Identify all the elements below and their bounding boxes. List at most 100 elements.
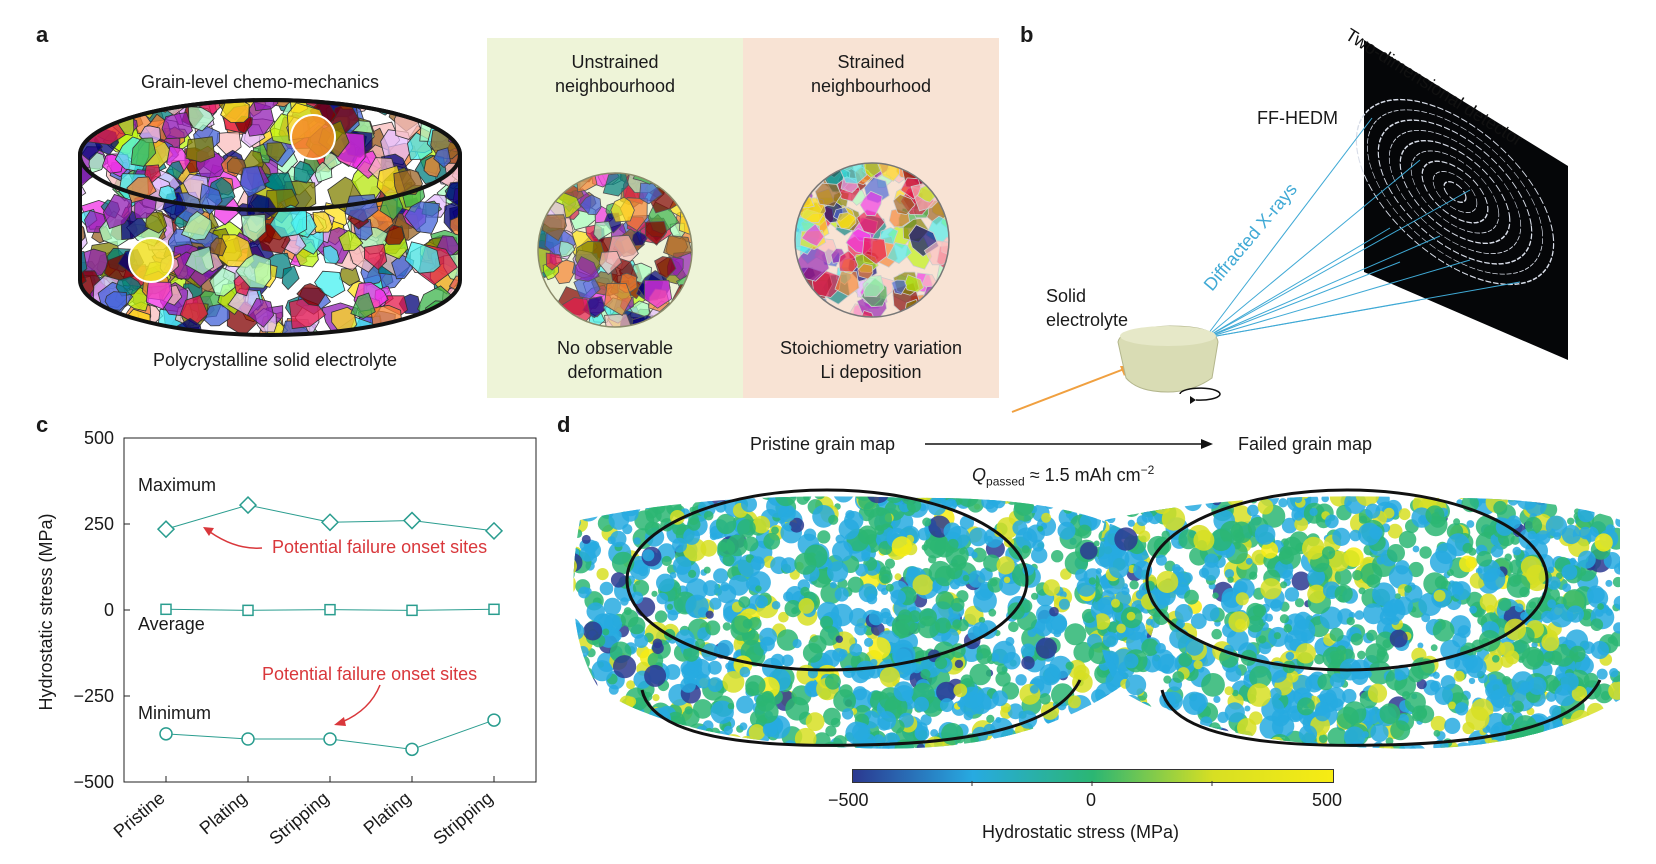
grain-dot (828, 514, 839, 525)
grain-dot (1094, 480, 1106, 487)
grain-dot (1556, 572, 1563, 580)
grain-dot (573, 496, 581, 497)
grain-dot (1443, 480, 1464, 495)
grain-dot (1077, 524, 1092, 539)
grain-dot (1608, 681, 1620, 700)
grain-polygon (543, 312, 568, 327)
grain-dot (1490, 688, 1511, 709)
grain-polygon (538, 298, 549, 316)
grain-dot (1430, 644, 1438, 652)
grain-dot (604, 496, 622, 510)
grain-polygon (679, 307, 692, 327)
grain-dot (1157, 738, 1165, 747)
grain-dot (956, 496, 969, 498)
grain-dot (706, 742, 716, 749)
grain-dot (639, 480, 658, 492)
grain-dot (1382, 599, 1406, 623)
grain-dot (672, 556, 692, 575)
grain-dot (573, 523, 574, 533)
grain-dot (1173, 549, 1181, 557)
grain-dot (1088, 743, 1109, 749)
grain-dot (644, 664, 667, 687)
grain-dot (1095, 704, 1103, 713)
grain-dot (573, 563, 575, 584)
grain-dot (573, 737, 577, 749)
grain-dot (1252, 604, 1267, 618)
grain-dot (1120, 496, 1144, 515)
grain-dot (1605, 579, 1613, 587)
grain-polygon (574, 255, 600, 282)
grain-dot (1372, 582, 1396, 606)
grain-dot (891, 536, 913, 557)
grain-dot (1005, 636, 1015, 646)
grain-dot (1433, 730, 1441, 737)
grain-dot (1046, 733, 1060, 747)
grain-dot (1430, 715, 1447, 732)
grain-dot (1605, 483, 1616, 494)
panel-b-label: b (1020, 22, 1034, 47)
grain-dot (832, 648, 846, 662)
grain-dot (1606, 496, 1620, 509)
grain-dot (592, 740, 609, 749)
grain-dot (1202, 496, 1221, 505)
grain-dot (560, 587, 567, 595)
grain-dot (1488, 739, 1501, 749)
diffracted-ray (1204, 159, 1421, 339)
grain-dot (560, 682, 569, 694)
grain-dot (928, 480, 944, 492)
grain-dot (1578, 742, 1597, 749)
grain-dot (1204, 553, 1219, 568)
grain-dot (573, 732, 577, 749)
grain-dot (716, 513, 737, 535)
grain-dot (651, 590, 658, 597)
grain-dot (918, 608, 937, 627)
grain-dot (596, 496, 618, 515)
grain-dot (1569, 645, 1586, 663)
grain-polygon (444, 305, 460, 335)
grain-polygon (446, 316, 460, 335)
grain-dot (1506, 574, 1531, 598)
grain-dot (1536, 530, 1551, 545)
grain-dot (1163, 675, 1172, 684)
grain-dot (1526, 564, 1547, 586)
grain-dot (756, 600, 765, 608)
grain-dot (856, 660, 876, 680)
grain-dot (1423, 679, 1440, 696)
grain-dot (1394, 593, 1401, 600)
grain-dot (1107, 621, 1119, 634)
grain-dot (1146, 731, 1162, 747)
grain-dot (621, 717, 632, 728)
grain-polygon (161, 112, 193, 140)
q-superscript: −2 (1140, 463, 1155, 477)
grain-dot (625, 696, 637, 707)
grain-polygon (808, 294, 827, 317)
grain-dot (1185, 744, 1208, 749)
grain-dot (1257, 498, 1274, 515)
grain-dot (1459, 555, 1476, 573)
grain-dot (1100, 714, 1109, 723)
grain-dot (1565, 629, 1589, 652)
grain-dot (1000, 496, 1021, 502)
grain-dot (1448, 701, 1456, 710)
panel-a-title: Grain-level chemo-mechanics (140, 72, 380, 92)
strained-grain-ball (794, 162, 950, 318)
grain-dot (1334, 568, 1352, 586)
grain-dot (1143, 710, 1150, 718)
grain-dot (793, 748, 809, 749)
grain-dot (1201, 673, 1225, 697)
grain-dot (578, 703, 600, 725)
grain-dot (1119, 496, 1130, 497)
grain-dot (1340, 480, 1358, 494)
grain-dot (1490, 744, 1508, 749)
grain-dot (1294, 496, 1303, 504)
grain-dot (1169, 744, 1187, 760)
grain-polygon (96, 326, 131, 335)
grain-dot (1081, 753, 1092, 760)
grain-polygon (443, 100, 460, 115)
grain-dot (1479, 593, 1498, 611)
diffracted-ray (1204, 235, 1441, 339)
grain-dot (573, 743, 582, 749)
grain-dot (971, 547, 987, 563)
grain-dot (1521, 481, 1531, 491)
grain-dot (1511, 671, 1535, 694)
